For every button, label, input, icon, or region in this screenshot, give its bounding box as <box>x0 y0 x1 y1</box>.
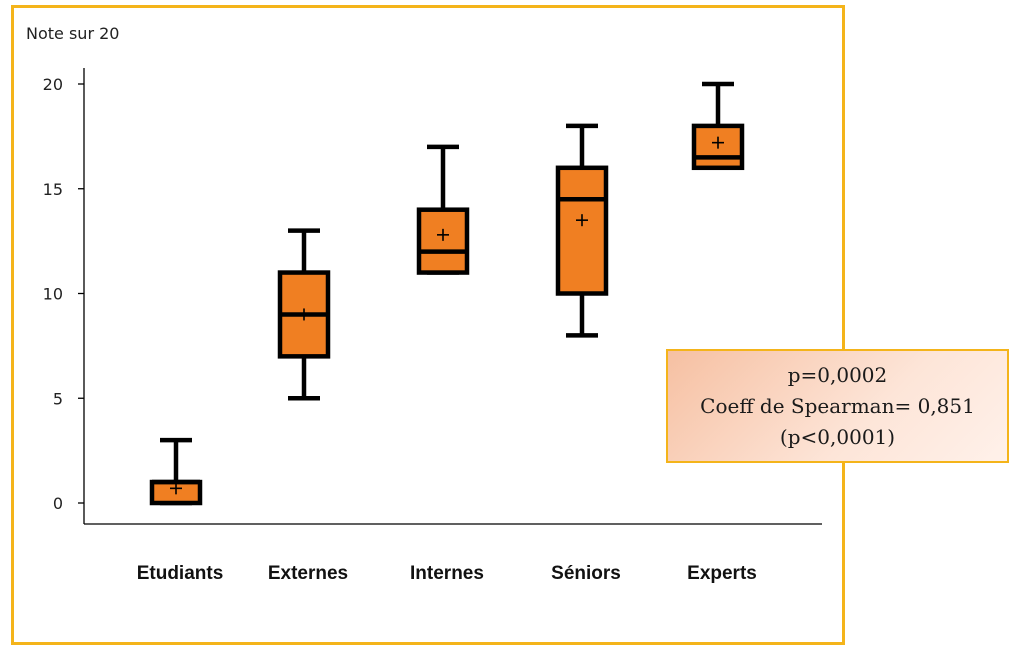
spearman-text: Coeff de Spearman= 0,851 <box>700 393 975 418</box>
x-tick-label: Etudiants <box>137 563 224 584</box>
box-externes <box>277 228 331 401</box>
box-experts <box>691 81 745 171</box>
box-sniors <box>555 123 609 338</box>
box-iqr <box>555 165 609 296</box>
spearman-p-text: (p<0,0001) <box>779 424 896 449</box>
box-plot-chart: Note sur 20 0 5 10 15 20 Etudiants Externes In… <box>26 24 822 584</box>
chart-frame <box>11 5 845 645</box>
x-tick-label: Séniors <box>551 563 621 584</box>
x-tick-label: Externes <box>268 563 348 584</box>
x-tick-label: Experts <box>687 563 757 584</box>
box-iqr <box>416 207 470 275</box>
statistics-annotation: p=0,0002 Coeff de Spearman= 0,851 (p<0,0… <box>666 349 1009 463</box>
p-value-text: p=0,0002 <box>787 362 888 387</box>
y-axis-title: Note sur 20 <box>26 24 119 43</box>
y-tick-label: 5 <box>53 389 63 408</box>
y-tick-label: 20 <box>43 75 63 94</box>
y-tick-label: 10 <box>43 285 63 304</box>
y-tick-label: 15 <box>43 180 63 199</box>
y-tick-label: 0 <box>53 494 63 513</box>
x-tick-label: Internes <box>410 563 484 584</box>
box-internes <box>416 144 470 275</box>
box-etudiants <box>149 437 203 506</box>
